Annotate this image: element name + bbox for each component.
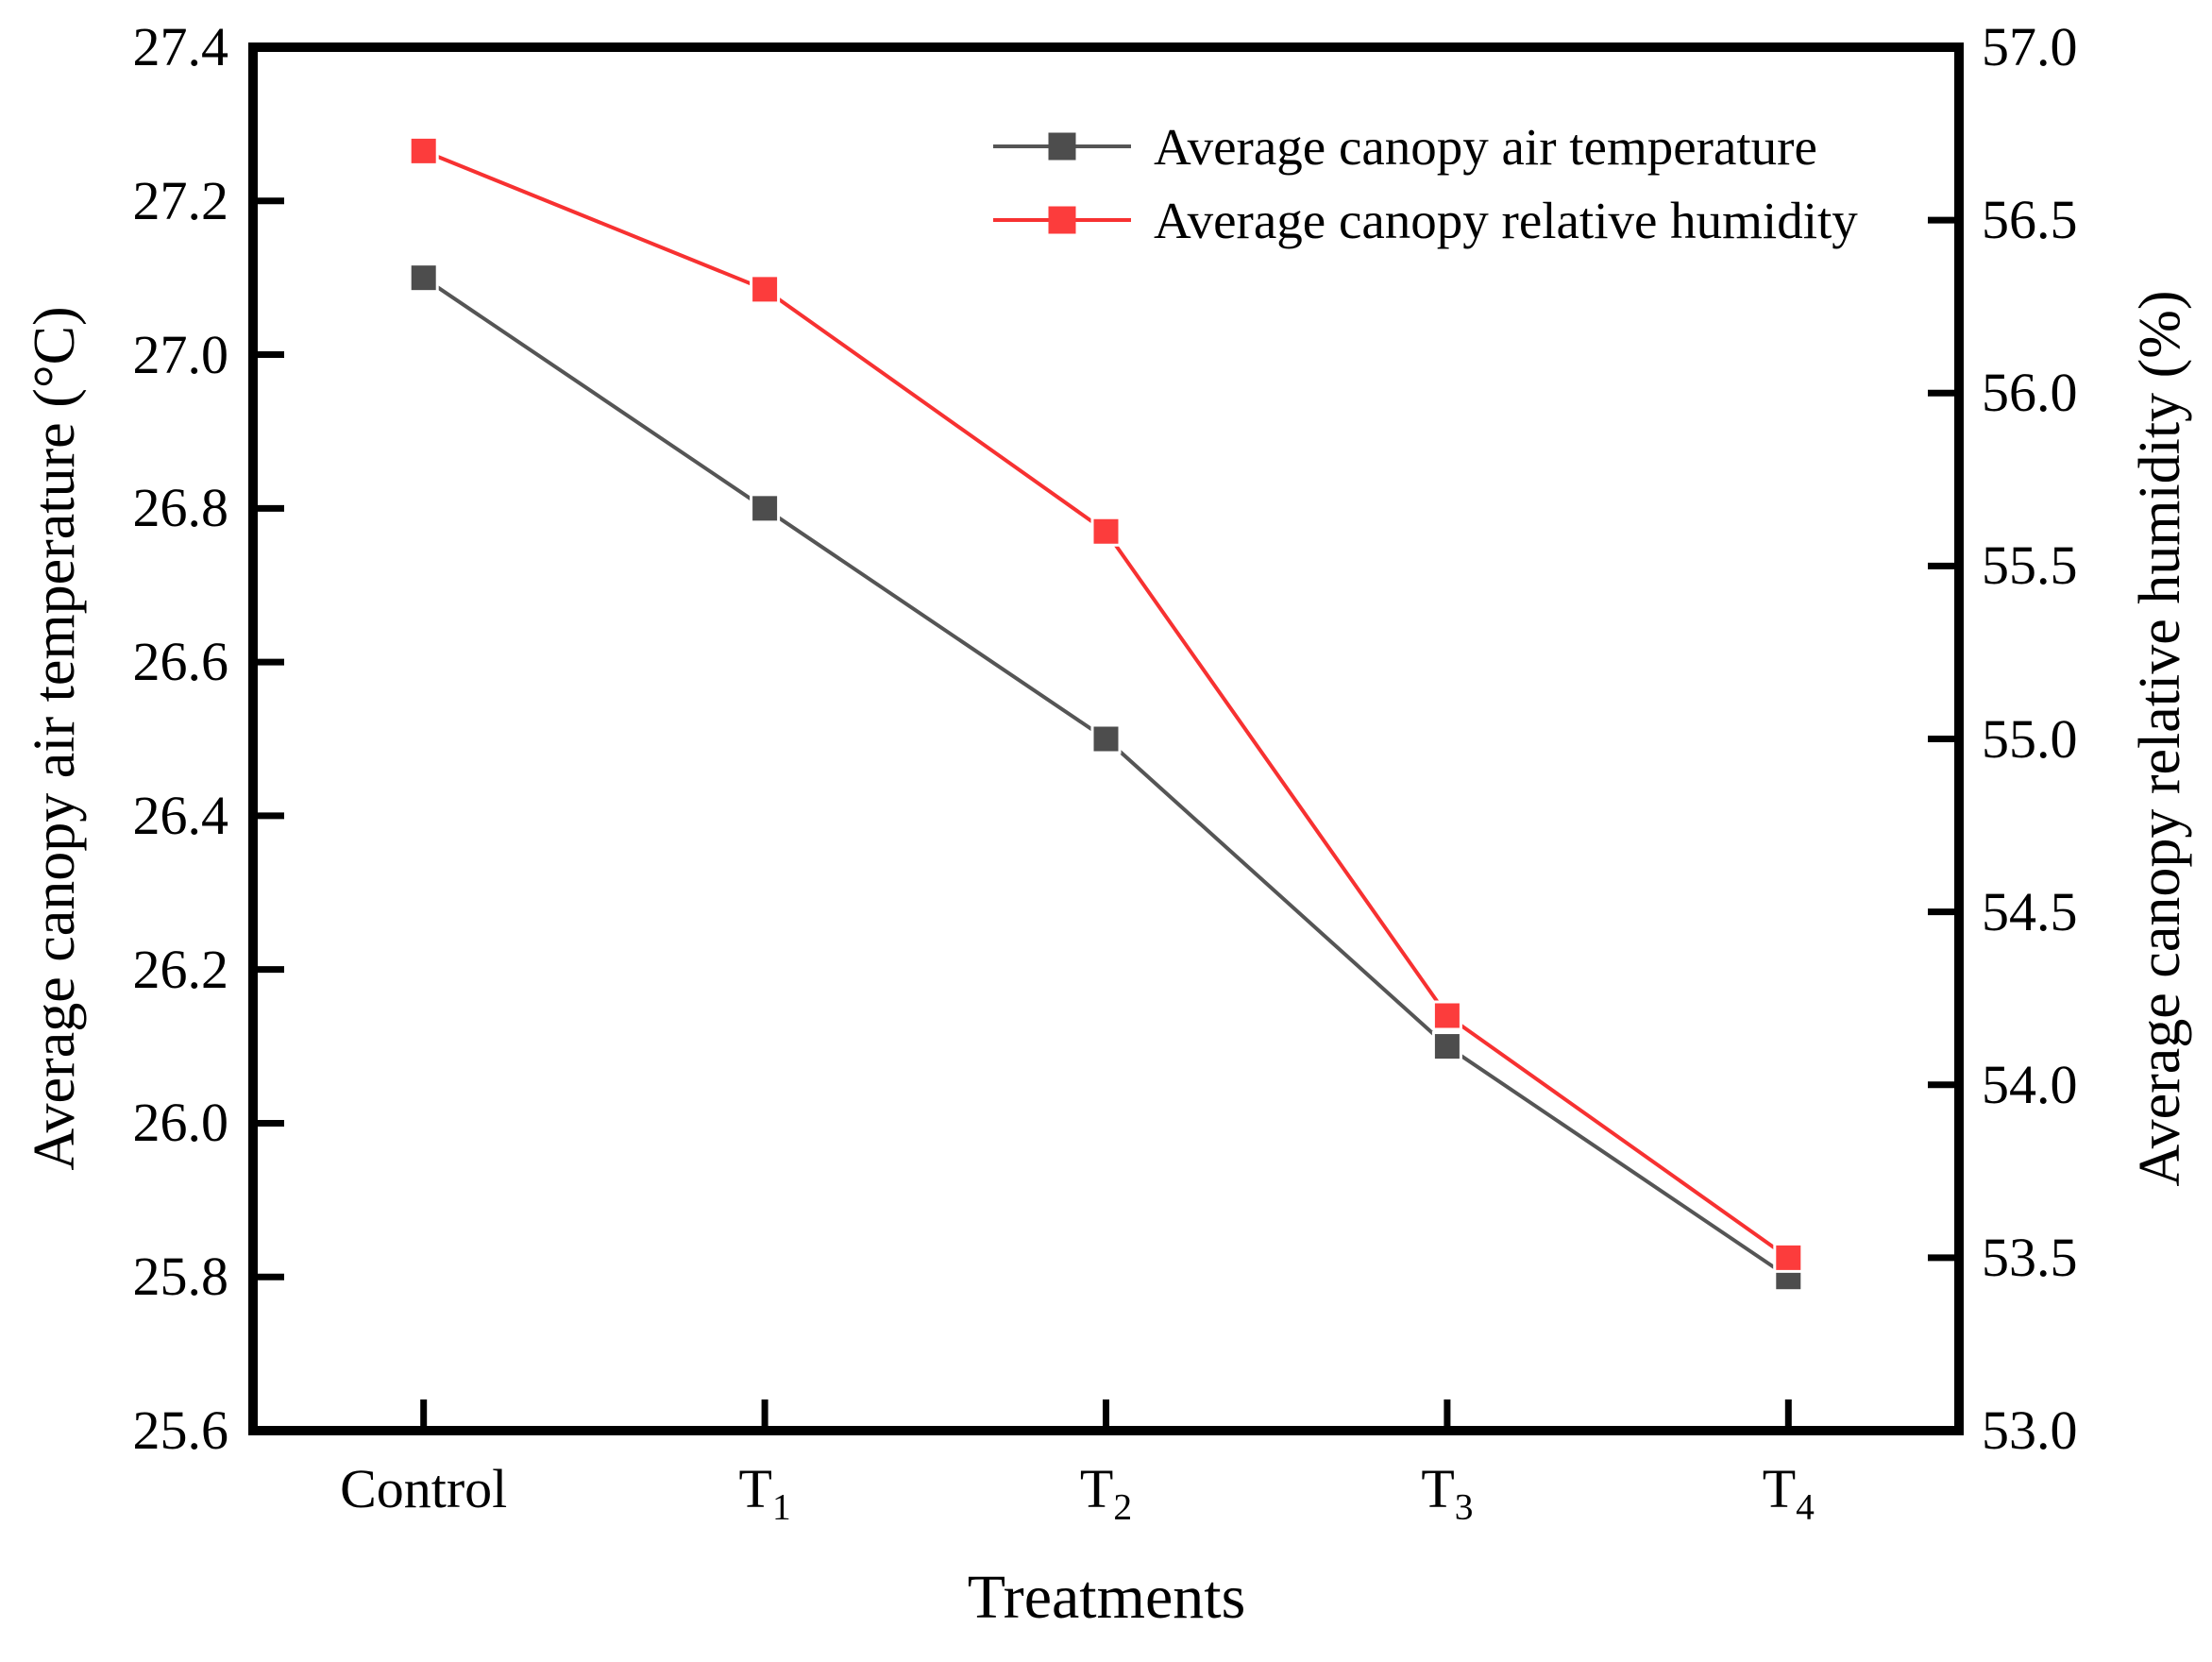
y-tick-label-left: 26.8 — [132, 477, 229, 539]
y-axis-right-title: Average canopy relative humidity (%) — [2128, 290, 2192, 1187]
y-tick-label-right: 53.5 — [1982, 1226, 2078, 1288]
x-tick-label: T3 — [1421, 1458, 1474, 1528]
y-tick-label-right: 55.5 — [1982, 534, 2078, 597]
data-point-humidity — [1090, 516, 1122, 547]
data-point-temperature — [1431, 1031, 1462, 1062]
data-point-humidity — [1773, 1242, 1804, 1273]
y-tick-label-left: 27.0 — [132, 323, 229, 385]
y-tick-label-right: 54.0 — [1982, 1053, 2078, 1115]
x-tick-label: T2 — [1079, 1458, 1133, 1528]
data-point-humidity — [1431, 1000, 1462, 1031]
data-point-temperature — [750, 493, 781, 524]
y-tick-label-left: 25.6 — [132, 1399, 229, 1461]
y-tick-label-left: 27.2 — [132, 169, 229, 231]
y-axis-left-title: Average canopy air temperature (°C) — [23, 306, 87, 1171]
legend: Average canopy air temperature Average c… — [991, 110, 1858, 257]
x-tick-label: T4 — [1762, 1458, 1815, 1528]
series-line-humidity — [422, 149, 1790, 1260]
humidity-series-swatch-icon — [993, 206, 1131, 234]
y-tick-label-right: 56.0 — [1982, 362, 2078, 424]
data-point-temperature — [1090, 723, 1122, 755]
data-point-temperature — [408, 263, 439, 294]
y-tick-label-right: 57.0 — [1982, 16, 2078, 77]
y-tick-label-left: 27.4 — [132, 16, 229, 77]
x-tick-label: T1 — [738, 1458, 791, 1528]
y-tick-label-left: 25.8 — [132, 1246, 229, 1308]
x-tick-label: Control — [340, 1458, 508, 1519]
y-tick-label-right: 54.5 — [1982, 880, 2078, 942]
data-point-humidity — [408, 135, 439, 166]
y-tick-label-right: 56.5 — [1982, 189, 2078, 251]
legend-label-temperature: Average canopy air temperature — [1154, 117, 1817, 176]
y-tick-label-right: 55.0 — [1982, 707, 2078, 770]
legend-marker-icon — [1048, 206, 1076, 234]
y-tick-label-left: 26.4 — [132, 784, 229, 846]
series-line-temperature — [422, 276, 1790, 1279]
legend-row-humidity: Average canopy relative humidity — [991, 183, 1858, 257]
y-tick-label-left: 26.6 — [132, 631, 229, 693]
x-axis-title: Treatments — [967, 1563, 1246, 1632]
data-point-humidity — [750, 274, 781, 305]
plot-frame — [248, 42, 1964, 1435]
y-tick-label-right: 53.0 — [1982, 1399, 2078, 1461]
temperature-series-swatch-icon — [993, 132, 1131, 161]
legend-row-temperature: Average canopy air temperature — [991, 110, 1858, 183]
y-tick-label-left: 26.0 — [132, 1092, 229, 1154]
legend-label-humidity: Average canopy relative humidity — [1154, 191, 1858, 249]
y-tick-label-left: 26.2 — [132, 938, 229, 1000]
legend-marker-icon — [1048, 132, 1076, 161]
